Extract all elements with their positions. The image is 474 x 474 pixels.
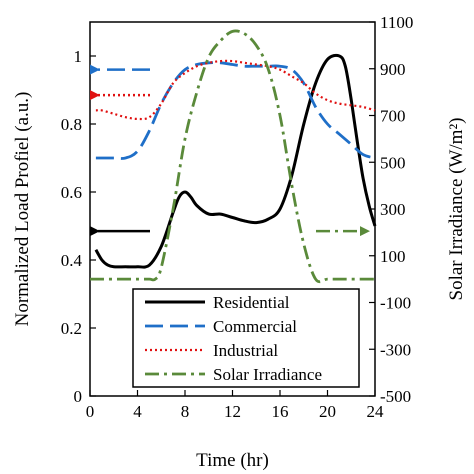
series-line-solar-irradiance xyxy=(90,29,375,284)
series-line-residential xyxy=(94,53,377,269)
left-y-axis-title: Normalized Load Profiel (a.u.) xyxy=(12,92,33,327)
legend-label-residential: Residential xyxy=(213,293,290,312)
legend-box xyxy=(132,288,360,388)
x-tick-label: 12 xyxy=(224,402,241,421)
x-tick-label: 4 xyxy=(133,402,142,421)
left-y-tick-label: 0.4 xyxy=(61,251,83,270)
x-tick-label: 0 xyxy=(86,402,95,421)
x-tick-label: 16 xyxy=(272,402,289,421)
tick-labels: 0 4 8 12 16 20 24 0 0.2 0.4 0.6 0.8 1 -500 -300 -100 100… xyxy=(61,13,414,421)
legend-label-industrial: Industrial xyxy=(213,341,278,360)
x-tick-label: 20 xyxy=(319,402,336,421)
right-y-tick-label: -100 xyxy=(380,294,411,313)
right-y-tick-label: 700 xyxy=(380,107,406,126)
left-y-tick-label: 1 xyxy=(74,47,83,66)
left-y-tick-label: 0.6 xyxy=(61,183,82,202)
x-tick-label: 8 xyxy=(181,402,190,421)
legend-label-commercial: Commercial xyxy=(213,317,297,336)
legend-label-solar-irradiance: Solar Irradiance xyxy=(213,365,322,384)
right-y-tick-label: 100 xyxy=(380,247,406,266)
series-line-commercial xyxy=(95,61,376,160)
left-y-tick-label: 0.2 xyxy=(61,319,82,338)
right-y-tick-label: -500 xyxy=(380,387,411,406)
x-axis-title: Time (hr) xyxy=(196,450,269,471)
legend: Residential Commercial Industrial Solar Irr… xyxy=(132,288,360,388)
left-y-tick-label: 0.8 xyxy=(61,115,82,134)
left-y-tick-label: 0 xyxy=(74,387,83,406)
x-tick-label: 24 xyxy=(367,402,385,421)
right-y-tick-label: 300 xyxy=(380,200,406,219)
right-y-tick-label: 900 xyxy=(380,60,406,79)
right-y-tick-label: 500 xyxy=(380,153,406,172)
axis-indicator-arrows xyxy=(90,64,370,237)
right-y-tick-label: 1100 xyxy=(380,13,413,32)
series-layer xyxy=(90,29,377,284)
right-y-tick-label: -300 xyxy=(380,340,411,359)
right-y-axis-title: Solar Irradiance (W/m²) xyxy=(446,118,467,301)
